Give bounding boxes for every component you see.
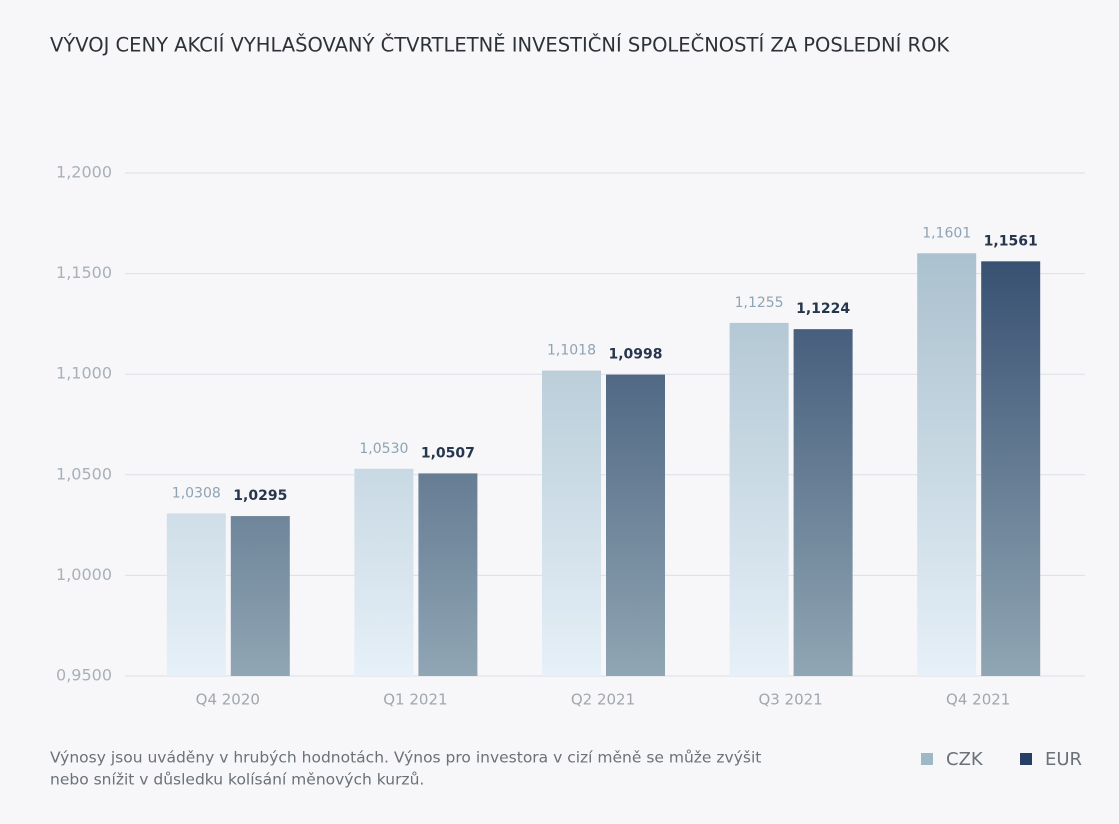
legend-label: CZK: [946, 749, 984, 770]
bar: [542, 370, 601, 676]
bar: [606, 374, 665, 676]
bar: [793, 329, 853, 676]
x-tick-label: Q4 2021: [946, 691, 1010, 709]
x-tick-label: Q1 2021: [383, 691, 447, 709]
bar: [166, 513, 226, 676]
x-tick-label: Q4 2020: [196, 691, 260, 709]
bar: [981, 261, 1041, 676]
chart-title: VÝVOJ CENY AKCIÍ VYHLAŠOVANÝ ČTVRTLETNĚ …: [50, 33, 950, 57]
legend-swatch: [921, 753, 933, 765]
bar: [230, 516, 290, 676]
bar: [917, 253, 977, 676]
bar: [729, 322, 789, 676]
x-tick-label: Q2 2021: [571, 691, 635, 709]
legend-label: EUR: [1045, 749, 1082, 770]
bar: [354, 468, 414, 676]
value-label: 1,0295: [233, 488, 287, 504]
value-label: 1,1018: [547, 343, 596, 359]
y-tick-label: 1,0000: [56, 565, 112, 584]
legend-swatch: [1020, 753, 1032, 765]
bar: [418, 473, 478, 676]
value-label: 1,1601: [922, 225, 971, 241]
footnote: nebo snížit v důsledku kolísání měnových…: [50, 771, 424, 789]
y-tick-label: 1,1500: [56, 263, 112, 282]
x-tick-label: Q3 2021: [758, 691, 822, 709]
value-label: 1,0308: [172, 485, 221, 501]
footnote: Výnosy jsou uváděny v hrubých hodnotách.…: [50, 749, 761, 767]
value-label: 1,1561: [984, 233, 1038, 249]
y-tick-label: 1,0500: [56, 464, 112, 483]
y-tick-label: 1,1000: [56, 364, 112, 383]
y-tick-label: 0,9500: [56, 666, 112, 685]
value-label: 1,1255: [735, 295, 784, 311]
value-label: 1,0507: [421, 445, 475, 461]
value-label: 1,1224: [796, 301, 850, 317]
y-tick-label: 1,2000: [56, 163, 112, 182]
value-label: 1,0998: [608, 347, 662, 363]
value-label: 1,0530: [359, 441, 408, 457]
